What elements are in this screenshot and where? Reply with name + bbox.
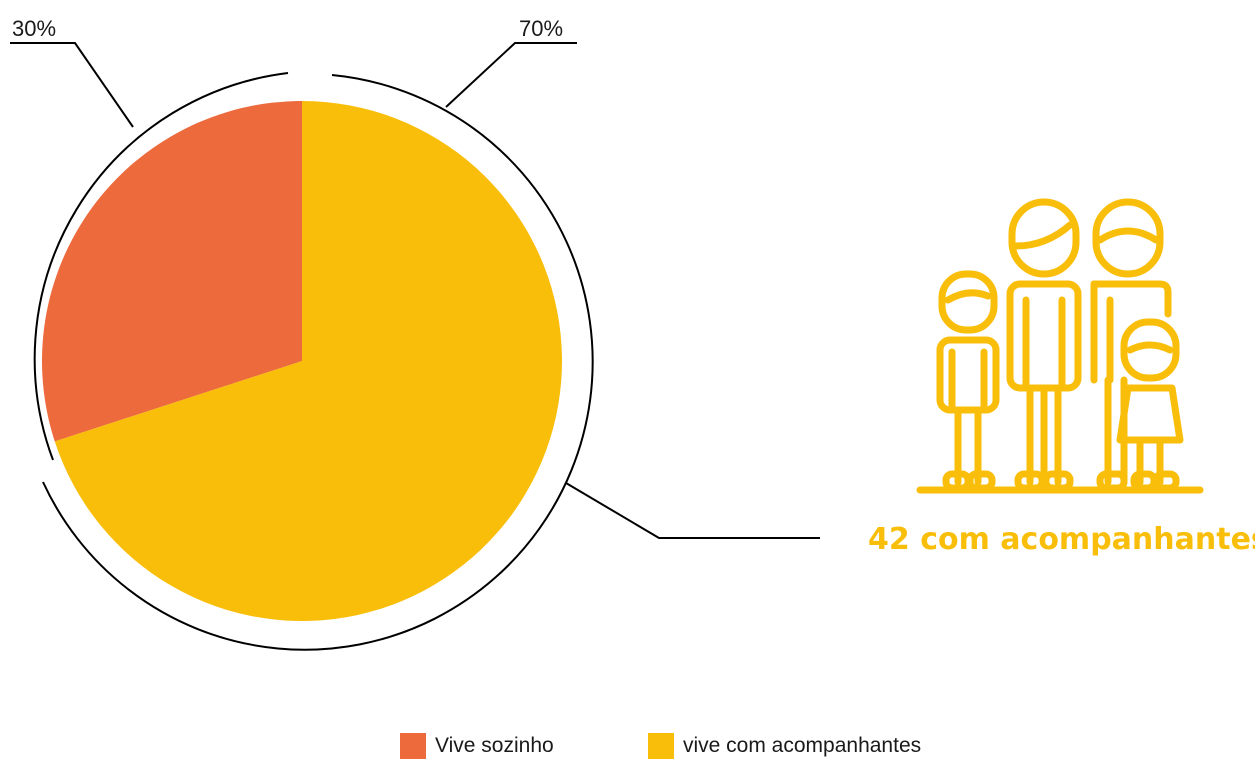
legend-item-alone: Vive sozinho [400, 733, 554, 759]
pie-slices [41, 101, 562, 621]
callout-leader-line [565, 482, 820, 539]
family-icon [916, 198, 1204, 494]
pie-slice-alone [41, 101, 303, 442]
outer-ring-arc-left [33, 72, 289, 461]
legend-swatch-accompanied [648, 733, 674, 759]
slice-label-accompanied: 70% [519, 16, 563, 41]
leader-line-alone [10, 42, 134, 128]
legend-label-accompanied: vive com acompanhantes [683, 734, 922, 757]
legend-label-alone: Vive sozinho [435, 734, 554, 757]
legend-swatch-alone [400, 733, 426, 759]
leader-line-accompanied [445, 42, 577, 108]
legend-item-accompanied: vive com acompanhantes [648, 733, 921, 759]
callout-text: 42 com acompanhantes [868, 522, 1255, 557]
outer-ring-arc-right [42, 74, 594, 651]
slice-label-alone: 30% [12, 16, 56, 41]
pie-slice-accompanied [54, 101, 562, 621]
